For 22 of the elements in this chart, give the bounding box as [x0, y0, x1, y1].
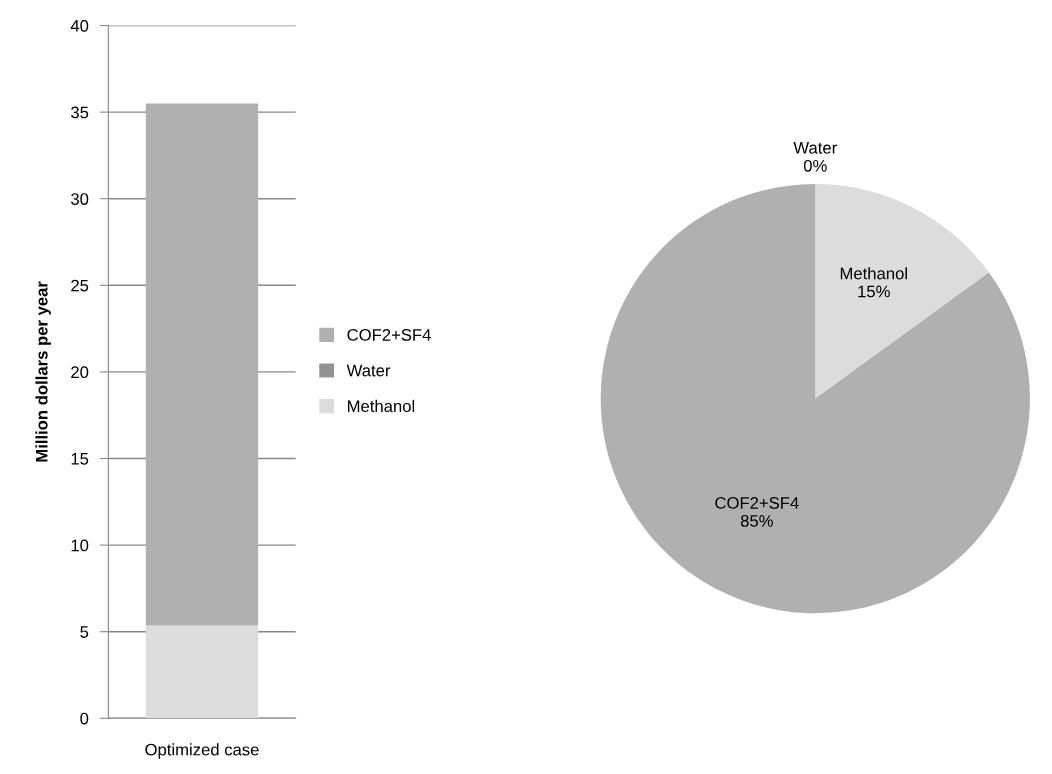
- y-tick-label: 5: [80, 626, 89, 638]
- y-tick-label: 0: [80, 712, 89, 725]
- data-label: 15%: [858, 285, 890, 298]
- y-tick-label: 25: [71, 279, 89, 292]
- category-label: Water: [793, 142, 837, 154]
- legend-label: Water: [346, 364, 391, 377]
- y-tick-label: 20: [71, 366, 89, 379]
- y-tick-label: 30: [71, 193, 89, 205]
- pie-slice: [600, 184, 1030, 614]
- pie-slice: [815, 184, 989, 399]
- legend-label: COF2+SF4: [347, 329, 431, 341]
- x-tick-label: Optimized case: [145, 743, 259, 759]
- y-tick-label: 15: [71, 453, 89, 465]
- y-tick-label: 35: [71, 106, 89, 119]
- y-axis-title: Million dollars per year: [35, 281, 51, 462]
- y-tick-label: 10: [71, 539, 89, 552]
- legend-label: Methanol: [348, 399, 415, 413]
- y-tick-label: 40: [70, 19, 89, 32]
- data-label: 85%: [740, 514, 773, 527]
- slice-label: COF2+SF4: [715, 497, 799, 509]
- slice-label: Methanol: [840, 267, 907, 280]
- text: 0%: [803, 159, 827, 172]
